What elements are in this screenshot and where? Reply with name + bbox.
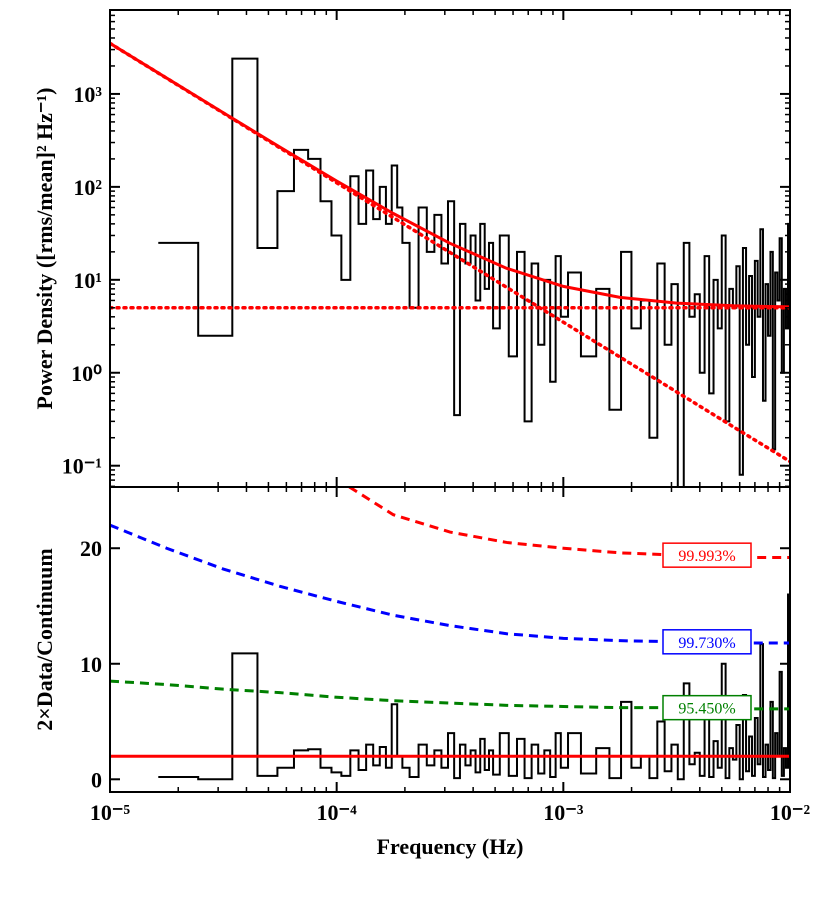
- plot-area: [110, 41, 790, 487]
- x-tick-label: 10⁻⁵: [90, 800, 131, 825]
- x-tick-label: 10⁻⁴: [317, 800, 358, 825]
- y-tick-label: 10: [80, 652, 102, 677]
- y-tick-label: 0: [91, 767, 102, 792]
- axes-frame: [109, 9, 791, 488]
- curve: [110, 42, 790, 309]
- y-axis-label: 2×Data/Continuum: [32, 548, 57, 730]
- label-box: [662, 629, 752, 655]
- curve-label: 99.993%: [678, 548, 735, 565]
- y-tick-label: 10¹: [73, 268, 102, 293]
- curve: [110, 41, 790, 464]
- y-tick-label: 10⁻¹: [62, 454, 102, 479]
- y-tick-label: 20: [80, 536, 102, 561]
- data-step-line: [158, 57, 790, 487]
- axes-frame: [109, 486, 791, 793]
- data-step-line: [158, 593, 790, 781]
- curve-label: 95.450%: [678, 701, 735, 718]
- curve-label: 99.730%: [678, 635, 735, 652]
- x-tick-label: 10⁻³: [543, 800, 584, 825]
- y-tick-label: 10²: [73, 175, 102, 200]
- x-tick-label: 10⁻²: [770, 800, 811, 825]
- curve: [110, 679, 790, 711]
- y-tick-label: 10⁰: [71, 361, 102, 386]
- label-box: [662, 694, 752, 721]
- curve: [110, 523, 790, 645]
- y-tick-label: 10³: [73, 82, 102, 107]
- x-axis-label: Frequency (Hz): [377, 834, 524, 859]
- y-axis-label: Power Density ([rms/mean]² Hz⁻¹): [32, 88, 57, 410]
- label-box: [662, 542, 752, 568]
